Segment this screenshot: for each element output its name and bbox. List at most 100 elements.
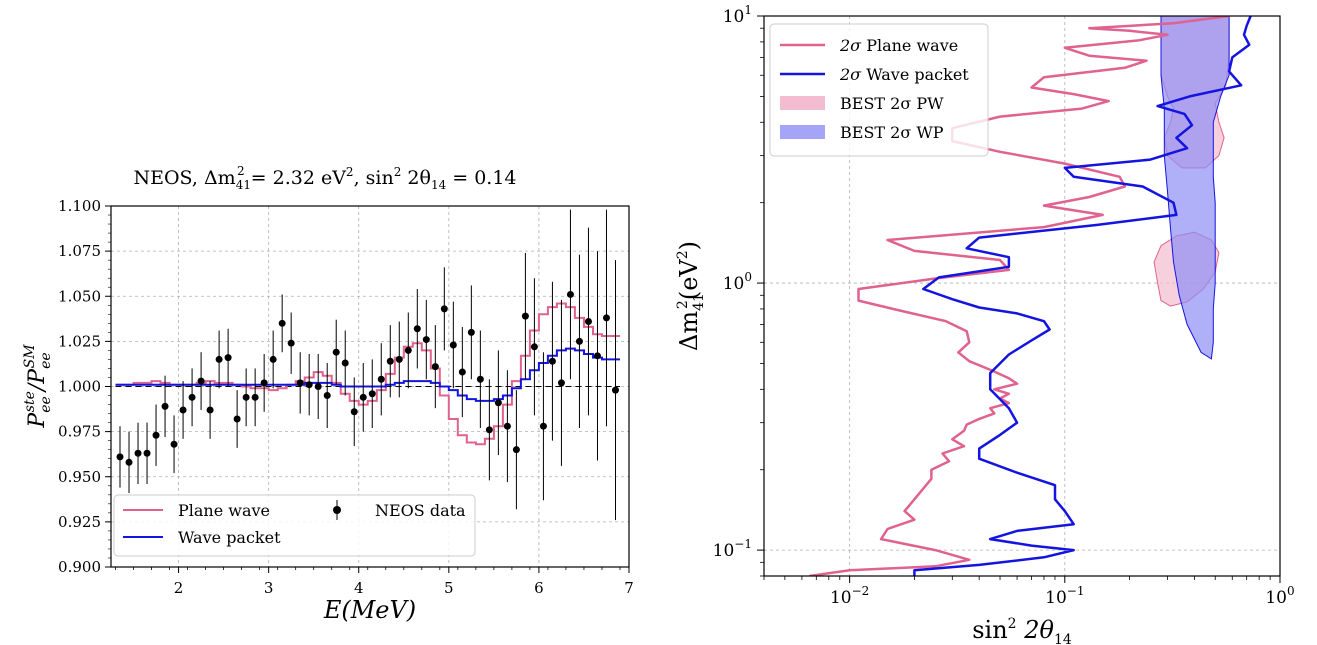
data-point <box>341 359 349 367</box>
contour-2-wave-packet <box>913 16 1252 576</box>
data-point <box>503 422 511 430</box>
xlabel-part: sin <box>972 616 1007 644</box>
data-point <box>224 354 232 362</box>
data-point <box>485 426 493 434</box>
left-ylabel: Peeste/PeeSM <box>22 344 54 429</box>
data-point <box>449 341 457 349</box>
neos-panel: NEOS, Δm412 = 2.32 eV2, sin2 2θ14 = 0.14… <box>22 164 634 624</box>
left-ytick-label: 0.925 <box>58 513 101 531</box>
left-ytick-label: 1.075 <box>58 242 101 260</box>
data-point <box>557 379 565 387</box>
left-ticks: 2 3 4 5 6 7 0.900 0.925 0.950 0.975 1.000 1.025 1.05… <box>58 197 634 597</box>
data-point <box>350 408 358 416</box>
data-point <box>467 328 475 336</box>
ylabel-part: (eV <box>675 259 703 301</box>
right-legend-box <box>769 23 989 157</box>
data-point <box>359 393 367 401</box>
data-point <box>152 431 160 439</box>
left-ytick-label: 1.050 <box>58 287 101 305</box>
data-point <box>161 402 169 410</box>
xlabel-part: 14 <box>1054 632 1072 645</box>
title-part: 2 <box>237 164 245 178</box>
data-point <box>413 325 421 333</box>
ylabel-part: ) <box>675 241 703 250</box>
data-point <box>296 379 304 387</box>
right-legend: 2σ Plane wave 2σ Wave packet BEST 2σ PW … <box>769 23 989 157</box>
right-xtick-label: 10−1 <box>1045 584 1084 608</box>
data-point <box>458 368 466 376</box>
legend-part: BEST 2σ <box>840 94 911 113</box>
legend-part: WP <box>911 123 944 142</box>
left-ytick-label: 1.000 <box>58 378 101 396</box>
data-point <box>125 458 133 466</box>
ylabel-part: Δm <box>675 311 703 351</box>
left-data-points <box>116 209 619 521</box>
legend-part: 2σ <box>839 65 862 84</box>
ylabel-part: P <box>25 412 50 429</box>
legend-best-pw-swatch <box>780 96 825 110</box>
legend-plane-wave-label: Plane wave <box>178 501 270 520</box>
data-point <box>242 393 250 401</box>
data-point <box>530 343 538 351</box>
data-point <box>305 381 313 389</box>
ylabel-part: /P <box>25 368 50 393</box>
data-point <box>386 357 394 365</box>
legend-2s-plane-wave-label: 2σ Plane wave <box>839 36 958 55</box>
data-point <box>395 355 403 363</box>
ylabel-part: ee <box>38 352 54 369</box>
ylabel-part: 41 <box>691 293 707 311</box>
right-ticks: 10−2 10−1 100 10−1 100 101 <box>713 3 1295 608</box>
step-line-wave-packet <box>115 347 620 402</box>
left-xtick-label: 2 <box>174 579 184 597</box>
data-point <box>170 440 178 448</box>
legend-2s-wave-packet-label: 2σ Wave packet <box>839 65 969 84</box>
data-point <box>332 348 340 356</box>
data-point <box>368 390 376 398</box>
left-ytick-label: 0.950 <box>58 468 101 486</box>
data-point <box>269 355 277 363</box>
left-xtick-label: 5 <box>444 579 454 597</box>
legend-part: PW <box>911 94 944 113</box>
legend-best-wp-label: BEST 2σ WP <box>840 123 944 142</box>
ylabel-part: ee <box>38 396 54 413</box>
legend-best-wp-swatch <box>780 125 825 139</box>
data-point <box>494 399 502 407</box>
data-point <box>188 393 196 401</box>
title-part: NEOS, Δm <box>133 167 235 189</box>
right-ytick-label: 10−1 <box>713 537 752 561</box>
left-title: NEOS, Δm412 = 2.32 eV2, sin2 2θ14 = 0.14 <box>133 164 516 192</box>
data-point <box>521 312 529 320</box>
data-point <box>197 377 205 385</box>
data-point <box>476 375 484 383</box>
legend-data-label: NEOS data <box>375 501 466 520</box>
legend-wave-packet-label: Wave packet <box>178 528 281 547</box>
ylabel-part: 2 <box>675 250 691 259</box>
data-point <box>575 337 583 345</box>
data-point <box>602 314 610 322</box>
title-part: 2 <box>394 165 402 179</box>
title-part: 41 <box>236 178 251 192</box>
left-xtick-label: 4 <box>354 579 364 597</box>
left-xtick-label: 6 <box>534 579 544 597</box>
title-part: 2θ <box>401 167 431 189</box>
left-xtick-label: 7 <box>624 579 634 597</box>
right-ytick-label: 100 <box>723 270 752 294</box>
title-part: , sin <box>354 167 394 189</box>
data-point <box>593 352 601 360</box>
data-point <box>611 386 619 394</box>
data-point <box>116 453 124 461</box>
left-ytick-label: 1.025 <box>58 332 101 350</box>
data-point <box>287 339 295 347</box>
ylabel-part: 2 <box>675 300 691 309</box>
region-best-2-wp <box>1160 16 1230 360</box>
step-line-plane-wave <box>115 302 620 446</box>
right-ylabel: Δm412(eV2) <box>675 241 707 351</box>
data-point <box>512 446 520 454</box>
data-point <box>548 357 556 365</box>
ylabel-part: SM <box>22 344 38 369</box>
ylabel-part: ste <box>22 391 38 412</box>
right-axes-frame <box>763 15 1281 577</box>
data-point <box>539 422 547 430</box>
